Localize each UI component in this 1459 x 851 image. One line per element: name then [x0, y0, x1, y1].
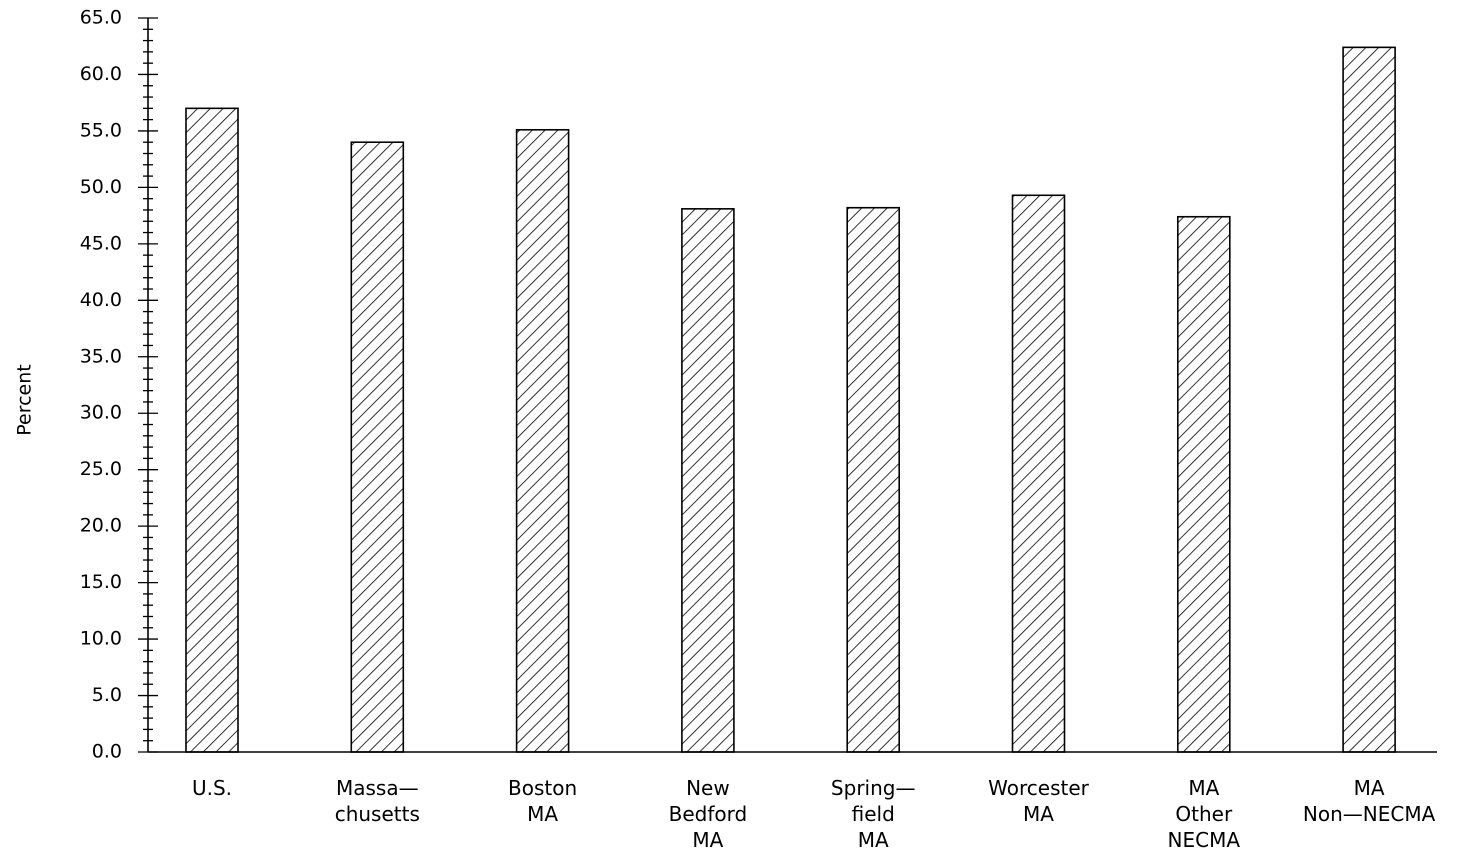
y-tick-label: 60.0	[80, 63, 122, 85]
y-axis-title: Percent	[14, 364, 36, 436]
y-tick-label: 40.0	[80, 289, 122, 311]
bar	[1011, 194, 1066, 753]
bar	[350, 141, 405, 753]
y-tick-label: 15.0	[80, 571, 122, 593]
category-label: MA Other NECMA	[1168, 776, 1241, 851]
category-label: Massa— chusetts	[335, 776, 420, 826]
bar	[681, 208, 735, 753]
axes	[147, 18, 1437, 753]
category-label: U.S.	[192, 776, 232, 800]
y-tick-label: 20.0	[80, 515, 122, 537]
y-axis-ticks: 0.0 5.0 10.0 15.0 20.0 25.0 30.0 35.0 40.0 45.0 50…	[80, 7, 158, 763]
y-tick-label: 55.0	[80, 119, 122, 141]
category-label: Boston MA	[508, 776, 577, 826]
bars	[185, 46, 1396, 753]
y-tick-label: 0.0	[92, 741, 122, 763]
bar	[515, 128, 570, 753]
bar	[846, 206, 901, 753]
y-tick-label: 65.0	[80, 7, 122, 29]
bar	[185, 107, 239, 753]
y-tick-label: 30.0	[80, 402, 122, 424]
category-label: Worcester MA	[988, 776, 1089, 826]
y-tick-label: 25.0	[80, 458, 122, 480]
y-tick-label: 35.0	[80, 345, 122, 367]
category-label: MA Non—NECMA	[1303, 776, 1436, 826]
y-tick-label: 5.0	[92, 684, 122, 706]
y-tick-label: 10.0	[80, 628, 122, 650]
bar	[1177, 215, 1231, 753]
bar	[1342, 46, 1396, 753]
y-tick-label: 45.0	[80, 232, 122, 254]
y-tick-label: 50.0	[80, 176, 122, 198]
category-label: Spring— field MA	[831, 776, 916, 851]
category-labels: U.S. Massa— chusetts Boston MA New Bedford MA Sp…	[192, 776, 1436, 851]
category-label: New Bedford MA	[669, 776, 748, 851]
